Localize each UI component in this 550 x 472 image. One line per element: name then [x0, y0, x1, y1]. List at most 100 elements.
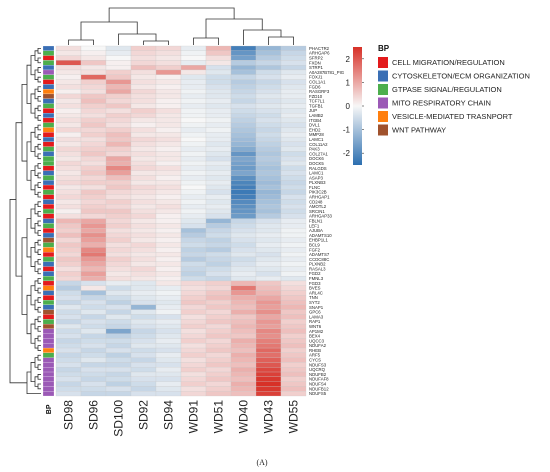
heatmap-cell: [205, 60, 232, 66]
heatmap-cell: [205, 69, 232, 75]
bp-annotation-cell: [42, 132, 55, 138]
heatmap-cell: [280, 266, 307, 272]
heatmap-cell: [155, 247, 182, 253]
heatmap-cell: [180, 50, 207, 56]
heatmap-cell: [180, 151, 207, 157]
heatmap-cell: [80, 223, 107, 229]
column-label: WD43: [262, 400, 276, 434]
heatmap-cell: [255, 208, 282, 214]
dendrogram-branch: [37, 143, 41, 150]
heatmap-cell: [155, 362, 182, 368]
dendrogram-branch: [37, 354, 41, 361]
heatmap-cell: [55, 276, 82, 282]
row-label: NDUFS4: [309, 382, 327, 387]
heatmap-cell: [205, 386, 232, 392]
heatmap-cell: [130, 314, 157, 320]
heatmap-cell: [55, 252, 82, 258]
heatmap-cell: [230, 79, 257, 85]
bp-annotation-cell: [42, 319, 55, 325]
heatmap-cell: [155, 170, 182, 176]
row-label: SYT2: [309, 300, 320, 305]
heatmap-cell: [205, 204, 232, 210]
heatmap-cell: [155, 319, 182, 325]
heatmap-cell: [155, 175, 182, 181]
bp-annotation-cell: [42, 184, 55, 190]
heatmap-cell: [130, 189, 157, 195]
bp-annotation-cell: [42, 276, 55, 282]
heatmap-cell: [205, 276, 232, 282]
bp-annotation-cell: [42, 156, 55, 162]
bp-annotation-cell: [42, 357, 55, 363]
bp-annotation-cell: [42, 323, 55, 329]
heatmap-cell: [180, 141, 207, 147]
heatmap-cell: [155, 304, 182, 310]
heatmap-cell: [230, 319, 257, 325]
heatmap-cell: [180, 299, 207, 306]
heatmap-cell: [130, 309, 157, 315]
heatmap-cell: [105, 323, 132, 330]
row-label: LAMB2: [309, 113, 324, 118]
heatmap-cell: [155, 371, 182, 377]
bp-annotation-cell: [42, 60, 55, 66]
dendrogram-branch: [37, 316, 41, 323]
heatmap-cell: [130, 141, 157, 147]
heatmap-cell: [280, 79, 307, 85]
bp-annotation-cell: [42, 304, 55, 310]
heatmap-cell: [130, 184, 157, 190]
heatmap-cell: [105, 93, 132, 99]
heatmap-cell: [130, 381, 157, 387]
row-label: TCF7L1: [309, 99, 325, 104]
heatmap-cell: [205, 256, 232, 262]
heatmap-cell: [255, 74, 282, 80]
row-label: CD248: [309, 199, 323, 204]
bp-annotation-cell: [42, 208, 55, 214]
heatmap-cell: [280, 122, 307, 128]
heatmap-cell: [255, 189, 282, 195]
heatmap-cell: [255, 314, 282, 320]
heatmap-cell: [130, 295, 157, 301]
heatmap-cell: [155, 194, 182, 200]
heatmap-cell: [55, 232, 82, 238]
heatmap-cell: [55, 391, 82, 397]
heatmap-cell: [105, 223, 132, 229]
heatmap-cell: [255, 132, 282, 138]
dendrogram-branch: [34, 357, 38, 368]
heatmap-cell: [280, 194, 307, 200]
heatmap-cell: [130, 160, 157, 166]
heatmap-cell: [205, 170, 232, 176]
heatmap-cell: [130, 112, 157, 119]
heatmap-cell: [105, 165, 132, 171]
heatmap-cell: [80, 261, 107, 267]
heatmap-cell: [230, 127, 257, 133]
heatmap-cell: [130, 237, 157, 243]
colorbar-tick-label: -1: [343, 126, 351, 135]
heatmap-cell: [230, 160, 257, 166]
heatmap-cell: [230, 280, 257, 286]
heatmap-cell: [105, 304, 132, 310]
heatmap-cell: [230, 204, 257, 210]
heatmap-cell: [180, 117, 207, 123]
row-label: PIK3C2B: [309, 190, 327, 195]
heatmap-cell: [80, 117, 107, 123]
heatmap-cell: [55, 261, 82, 267]
heatmap-cell: [180, 146, 207, 152]
bp-annotation-cell: [42, 300, 55, 306]
heatmap-cell: [205, 208, 232, 214]
heatmap-cell: [55, 213, 82, 219]
bp-annotation-cell: [42, 352, 55, 358]
heatmap-cell: [55, 65, 82, 71]
heatmap-cell: [130, 84, 157, 90]
heatmap-cell: [80, 112, 107, 119]
heatmap-cell: [205, 151, 232, 157]
heatmap-cell: [255, 367, 282, 373]
heatmap-cell: [105, 151, 132, 157]
row-label: BEX4: [309, 334, 321, 339]
heatmap-cell: [155, 108, 182, 114]
heatmap-cell: [155, 347, 182, 353]
heatmap-cell: [105, 170, 132, 176]
row-label: RASAL3: [309, 266, 326, 271]
bp-annotation-cell: [42, 391, 55, 397]
heatmap-cell: [255, 247, 282, 253]
heatmap-cell: [230, 132, 257, 138]
heatmap-cell: [130, 170, 157, 176]
